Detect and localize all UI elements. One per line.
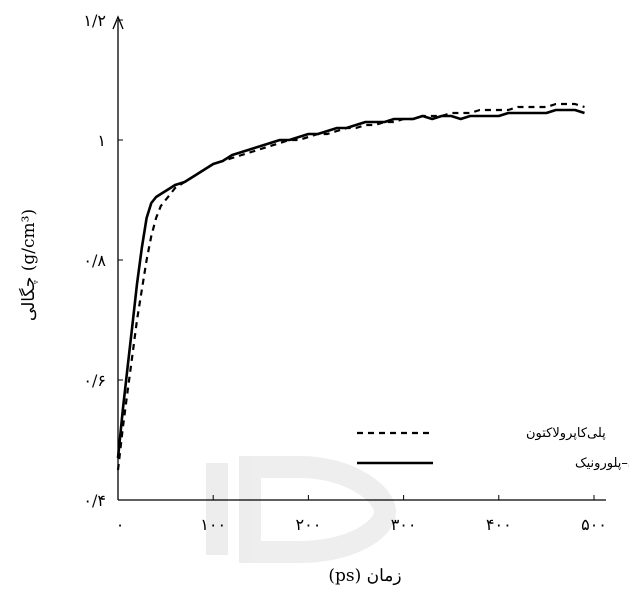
y-axis-arrow-icon bbox=[112, 15, 124, 30]
x-tick-label-2: ۲۰۰ bbox=[296, 515, 322, 534]
watermark-logo bbox=[206, 456, 397, 563]
y-tick-label-2: ۰/۸ bbox=[83, 251, 106, 270]
y-axis-label: (g/cm³) چگالی bbox=[18, 209, 39, 321]
series-lines bbox=[116, 102, 585, 471]
x-tick-label-0: ۰ bbox=[116, 515, 125, 534]
x-tick-label-5: ۵۰۰ bbox=[581, 515, 607, 534]
x-tick-label-3: ۳۰۰ bbox=[391, 515, 417, 534]
x-tick-label-4: ۴۰۰ bbox=[486, 515, 512, 534]
legend-label-pcl: پلی‌کاپرولاکتون bbox=[526, 426, 606, 441]
series-line-1 bbox=[116, 108, 585, 459]
y-tick-label-0: ۰/۴ bbox=[83, 491, 106, 510]
series-line-0 bbox=[116, 102, 585, 471]
y-tick-label-3: ۱ bbox=[97, 131, 106, 150]
legend-label-pcl-pluronic: پلی‌کاپرولاکتون–پلورونیک bbox=[575, 456, 629, 471]
y-tick-label-1: ۰/۶ bbox=[83, 371, 106, 390]
legend: پلی‌کاپرولاکتون پلی‌کاپرولاکتون–پلورونیک bbox=[357, 426, 629, 471]
x-tick-label-1: ۱۰۰ bbox=[200, 515, 226, 534]
y-tick-label-4: ۱/۲ bbox=[83, 11, 106, 30]
y-axis-ticks: ۰/۴ ۰/۶ ۰/۸ ۱ ۱/۲ bbox=[83, 11, 123, 510]
x-axis-label: زمان (ps) bbox=[328, 566, 401, 586]
x-axis-ticks: ۰ ۱۰۰ ۲۰۰ ۳۰۰ ۴۰۰ ۵۰۰ bbox=[116, 495, 607, 534]
